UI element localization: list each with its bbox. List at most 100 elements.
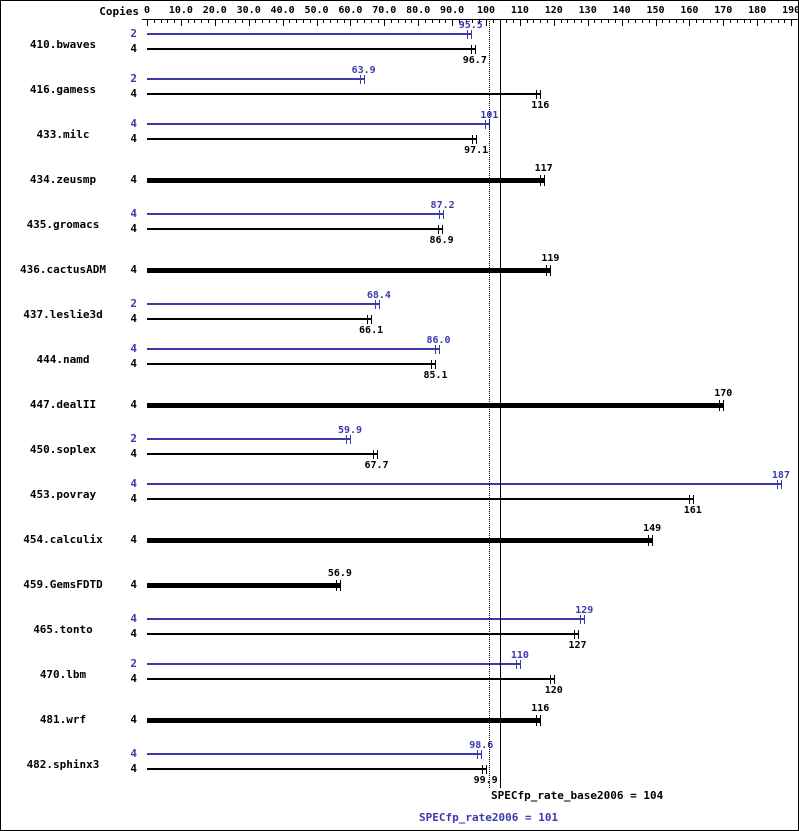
base-value: 161: [683, 505, 702, 516]
peak-value: 110: [510, 650, 529, 661]
base-value: 170: [714, 388, 733, 399]
base-value: 116: [531, 100, 550, 111]
peak-copies: 4: [130, 612, 137, 625]
bar: [147, 678, 554, 680]
bar: [147, 48, 475, 50]
base-copies: 4: [130, 447, 137, 460]
bar: [147, 438, 351, 440]
x-axis-tick: [323, 19, 325, 23]
peak-value: 187: [771, 470, 790, 481]
x-axis-tick: [180, 19, 182, 26]
base-reference-line: [499, 19, 501, 788]
x-axis-tick: [669, 19, 671, 23]
peak-reference-line: [489, 19, 491, 788]
bar: [147, 303, 379, 305]
x-axis-tick: [763, 19, 765, 23]
base-value: 56.9: [327, 568, 352, 579]
benchmark-name: 454.calculix: [23, 533, 103, 546]
benchmark-name: 437.leslie3d: [23, 308, 103, 321]
bar: [147, 123, 490, 125]
benchmark-name: 482.sphinx3: [26, 758, 100, 771]
x-axis-tick: [736, 19, 738, 23]
x-axis-tick: [567, 19, 569, 23]
base-value: 127: [568, 640, 587, 651]
base-value: 149: [643, 523, 662, 534]
benchmark-name: 450.soplex: [29, 443, 97, 456]
x-axis-tick: [343, 19, 345, 23]
x-axis-tick-label: 80.0: [406, 5, 431, 16]
bar-end-tick: [472, 134, 478, 144]
x-axis-tick: [743, 19, 745, 23]
x-axis-tick: [167, 19, 169, 23]
base-copies: 4: [130, 398, 137, 411]
x-axis-tick: [302, 19, 304, 23]
peak-copies: 4: [130, 477, 137, 490]
benchmark-name: 433.milc: [36, 128, 90, 141]
x-axis-tick: [723, 19, 725, 26]
x-axis-tick: [397, 19, 399, 23]
x-axis-tick: [187, 19, 189, 23]
x-axis-tick: [221, 19, 223, 23]
x-axis-tick: [248, 19, 250, 26]
bar: [147, 498, 693, 500]
bar-end-tick: [470, 44, 476, 54]
x-axis-tick: [194, 19, 196, 23]
bar-end-tick: [374, 299, 380, 309]
x-axis-tick: [757, 19, 759, 26]
bar-end-tick: [536, 89, 542, 99]
peak-copies: 2: [130, 297, 137, 310]
benchmark-name: 435.gromacs: [26, 218, 100, 231]
x-axis-tick: [201, 19, 203, 23]
bar: [147, 33, 471, 35]
x-axis-tick: [424, 19, 426, 23]
x-axis-tick: [418, 19, 420, 26]
base-value: 120: [544, 685, 563, 696]
peak-value: 95.5: [458, 20, 483, 31]
peak-copies: 4: [130, 117, 137, 130]
x-axis-tick-label: 160: [680, 5, 699, 16]
bar-end-tick: [372, 449, 378, 459]
benchmark-name: 465.tonto: [33, 623, 93, 636]
benchmark-name: 434.zeusmp: [29, 173, 97, 186]
x-axis-tick-label: 130: [578, 5, 597, 16]
x-axis-tick: [147, 19, 148, 26]
x-axis-tick: [445, 19, 447, 23]
x-axis-tick-label: 30.0: [236, 5, 261, 16]
base-value: 99.9: [473, 775, 498, 786]
x-axis-tick: [208, 19, 210, 23]
bar-end-tick: [648, 534, 654, 546]
x-axis-tick: [641, 19, 643, 23]
peak-rate-summary: SPECfp_rate2006 = 101: [419, 811, 559, 824]
x-axis-tick: [391, 19, 393, 23]
bar-end-tick: [539, 174, 545, 186]
x-axis-tick: [560, 19, 562, 23]
base-value: 97.1: [464, 145, 489, 156]
bar: [147, 78, 364, 80]
x-axis-tick: [357, 19, 359, 23]
x-axis-tick-label: 60.0: [338, 5, 363, 16]
x-axis-tick: [296, 19, 298, 23]
peak-copies: 2: [130, 72, 137, 85]
x-axis-tick: [336, 19, 338, 23]
bar-end-tick: [466, 29, 472, 39]
base-bar: [147, 718, 541, 723]
x-axis-tick: [675, 19, 677, 23]
x-axis-tick: [262, 19, 264, 23]
bar-end-tick: [335, 579, 341, 591]
x-axis-tick: [472, 19, 474, 23]
x-axis-tick: [479, 19, 481, 23]
x-axis-tick: [662, 19, 664, 23]
x-axis-tick: [580, 19, 582, 23]
base-value: 96.7: [462, 55, 487, 66]
x-axis-tick: [519, 19, 521, 26]
peak-copies: 2: [130, 27, 137, 40]
x-axis-tick: [547, 19, 549, 23]
bar: [147, 618, 585, 620]
x-axis-tick: [770, 19, 772, 23]
x-axis-tick: [777, 19, 779, 23]
x-axis-tick-label: 40.0: [270, 5, 295, 16]
x-axis-tick: [614, 19, 616, 23]
x-axis-tick: [506, 19, 508, 23]
x-axis-tick-label: 0: [143, 5, 151, 16]
